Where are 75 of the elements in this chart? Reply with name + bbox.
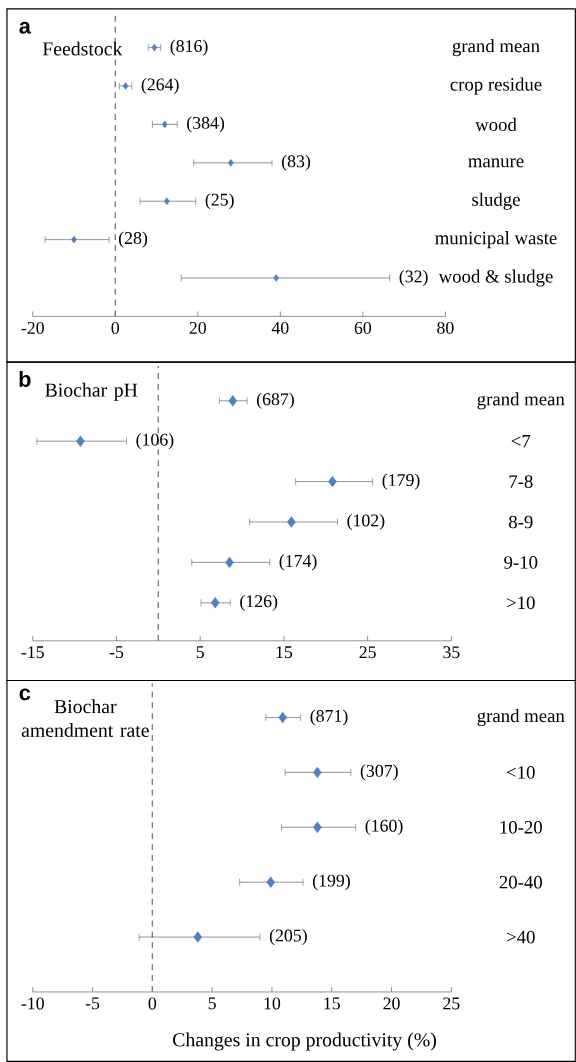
y-tick-label: wood & sludge	[438, 269, 553, 287]
x-tick-label: -5	[109, 646, 124, 659]
y-tick-label: grand mean	[477, 392, 565, 410]
x-tick-label: 35	[443, 646, 460, 659]
annotation: (160)	[365, 819, 403, 836]
x-tick-label: 20	[189, 321, 207, 334]
y-tick-label: <10	[507, 766, 535, 779]
point	[151, 43, 158, 52]
y-tick-label: municipal waste	[435, 231, 557, 249]
x-tick-label: 40	[271, 321, 289, 334]
point	[287, 516, 296, 528]
y-tick-label: 7-8	[509, 475, 533, 488]
point	[228, 395, 238, 407]
x-tick-label: -20	[21, 321, 44, 334]
chart-title: a	[19, 21, 32, 34]
annotation: (83)	[282, 154, 311, 171]
x-tick-label: 25	[443, 997, 460, 1010]
y-tick-label: crop residue	[450, 77, 542, 95]
annotation: (106)	[136, 433, 174, 450]
annotation: (384)	[187, 116, 225, 133]
chart-title: c	[19, 688, 31, 701]
y-tick-label: wood	[475, 117, 517, 132]
annotation: (199)	[312, 874, 350, 891]
annotation: (264)	[141, 77, 179, 95]
text: Feedstock	[42, 41, 123, 56]
annotation: (205)	[269, 928, 307, 946]
y-tick-label: grand mean	[477, 708, 565, 727]
annotation: (32)	[399, 269, 428, 287]
x-tick-label: -10	[21, 997, 44, 1010]
point	[278, 711, 288, 724]
point	[313, 821, 322, 833]
x-tick-label: 25	[359, 646, 376, 659]
x-tick-label: -15	[21, 646, 44, 659]
x-tick-label: 80	[437, 321, 454, 334]
x-tick-label: 15	[276, 646, 293, 659]
x-tick-label: 5	[196, 646, 204, 659]
annotation: (871)	[310, 709, 348, 726]
y-tick-label: 8-9	[509, 515, 533, 529]
y-tick-label: 10-20	[500, 820, 542, 834]
x-tick-label: 15	[324, 997, 340, 1010]
x-tick-label: 5	[208, 997, 216, 1010]
point	[76, 435, 85, 447]
y-tick-label: manure	[468, 158, 524, 168]
point	[164, 197, 170, 205]
point	[266, 876, 276, 888]
x-tick-label: 10	[264, 997, 281, 1010]
point	[161, 120, 168, 129]
annotation: (816)	[170, 39, 208, 56]
y-tick-label: sludge	[472, 192, 520, 210]
x-tick-label: 0	[148, 997, 157, 1010]
annotation: (126)	[240, 594, 278, 611]
x-tick-label: 20	[383, 997, 400, 1010]
x-tick-label: 60	[354, 321, 372, 334]
text: Biochar pH	[45, 382, 138, 401]
x-tick-label: -5	[85, 997, 100, 1010]
y-tick-label: >40	[507, 930, 535, 944]
annotation: (102)	[347, 513, 385, 531]
annotation: (174)	[279, 554, 317, 571]
y-tick-label: 9-10	[504, 556, 538, 569]
annotation: (25)	[205, 193, 234, 210]
x-tick-label: 0	[111, 321, 120, 334]
chart-title: b	[19, 370, 31, 387]
point	[227, 159, 234, 167]
y-tick-label: grand mean	[452, 39, 540, 57]
y-tick-label: >10	[507, 596, 535, 610]
annotation: (179)	[382, 473, 420, 490]
y-tick-label: <7	[511, 435, 531, 448]
annotation: (687)	[256, 392, 294, 409]
annotation: (307)	[360, 764, 398, 781]
y-tick-label: 20-40	[499, 875, 542, 889]
point	[210, 597, 220, 609]
annotation: (28)	[119, 231, 148, 248]
x-axis-title: Changes in crop productivity (%)	[173, 1032, 437, 1051]
point	[273, 274, 280, 282]
point	[193, 931, 203, 943]
